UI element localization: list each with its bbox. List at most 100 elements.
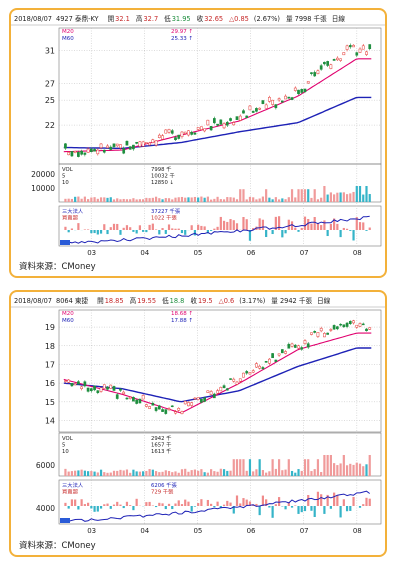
inst-bar — [200, 225, 203, 230]
volume-bar — [229, 197, 232, 202]
inst-bar — [154, 229, 158, 230]
inst-bar — [323, 506, 326, 514]
candle-body — [180, 131, 184, 138]
inst-bar — [119, 230, 122, 235]
x-tick-label: 04 — [140, 249, 149, 257]
header-close-label: 收 — [190, 296, 197, 305]
candle-body — [135, 399, 139, 404]
header-high-value: 32.7 — [143, 15, 158, 23]
volume-bar — [265, 472, 268, 476]
volume-bar — [235, 199, 239, 202]
volume-bar — [242, 189, 245, 202]
inst-bar — [151, 223, 154, 230]
y-tick-label: 22 — [45, 121, 55, 130]
candle-body — [332, 59, 336, 61]
candle-body — [245, 115, 249, 118]
header-volume: 量 7998 千張 — [286, 14, 327, 23]
volume-bar — [222, 199, 226, 202]
inst-bar — [310, 506, 313, 511]
volume-bar — [96, 472, 99, 476]
candle-body — [297, 89, 300, 95]
volume-bar — [300, 470, 303, 476]
candle-body — [193, 132, 197, 135]
header-high-label: 高 — [130, 296, 137, 305]
volume-bar — [216, 471, 219, 476]
inst-bar — [70, 499, 74, 506]
inst-bar — [206, 499, 209, 506]
volume-bar — [164, 470, 167, 476]
volume-bar — [320, 197, 323, 202]
y-tick-label: 18 — [45, 342, 55, 351]
candle-body — [209, 391, 213, 395]
candle-body — [89, 148, 93, 153]
candle-body — [200, 398, 203, 403]
volume-bar — [174, 471, 177, 476]
inst-bar — [248, 501, 252, 506]
inst-bar — [86, 502, 90, 506]
candle-body — [196, 397, 200, 400]
volume-bar — [197, 197, 200, 202]
inst-bar — [106, 230, 109, 235]
candle-body — [319, 65, 323, 70]
volume-bar — [184, 197, 187, 202]
candle-body — [132, 144, 135, 150]
inst-bar — [93, 230, 96, 234]
volume-legend-name: 10 — [62, 180, 69, 186]
inst-bar — [226, 221, 229, 230]
candle-body — [145, 142, 148, 144]
inst-bar — [333, 218, 336, 230]
inst-bar — [109, 506, 112, 509]
volume-bar — [158, 198, 161, 202]
volume-bar — [142, 471, 145, 476]
volume-legend-value: 10032 千 — [151, 172, 176, 180]
inst-bar — [265, 499, 268, 506]
volume-bar — [329, 192, 332, 202]
inst-bar — [229, 219, 232, 230]
ma-legend-value: 25.33 ↑ — [171, 35, 193, 42]
volume-bar — [86, 471, 90, 476]
header-change-pct: (3.17%) — [239, 297, 265, 305]
volume-bar — [158, 472, 161, 476]
volume-bar — [151, 469, 154, 476]
volume-bar — [345, 465, 349, 476]
volume-bar — [67, 471, 70, 476]
inst-bar — [303, 216, 307, 230]
volume-bar — [248, 196, 252, 202]
volume-bar — [323, 455, 326, 476]
inst-bar — [277, 216, 281, 230]
candle-body — [183, 131, 187, 134]
candle-body — [212, 118, 216, 124]
ma-legend-value: 17.88 ↑ — [171, 317, 193, 324]
inst-bar — [300, 227, 303, 230]
candle-body — [287, 96, 291, 99]
volume-bar — [77, 470, 80, 476]
candle-body — [255, 108, 258, 112]
volume-bar — [333, 463, 336, 476]
inst-bar — [99, 506, 103, 509]
volume-bar — [290, 189, 294, 202]
volume-bar — [313, 469, 316, 476]
cmoney-logo-icon — [60, 518, 70, 523]
volume-legend-name: 5 — [62, 443, 65, 449]
inst-bar — [210, 503, 213, 506]
candle-body — [161, 135, 164, 140]
candle-body — [119, 144, 122, 149]
volume-bar — [184, 468, 187, 476]
candle-body — [339, 323, 342, 326]
inst-bar — [200, 499, 203, 506]
inst-bar — [187, 501, 190, 506]
price-panel — [58, 309, 382, 433]
inst-bar — [287, 219, 290, 230]
candle-body — [77, 381, 80, 385]
inst-bar — [109, 227, 112, 230]
candle-body — [264, 360, 268, 363]
candle-body — [277, 353, 281, 356]
volume-bar — [129, 199, 132, 202]
candle-body — [271, 99, 274, 105]
volume-bar — [70, 471, 74, 476]
inst-bar — [235, 223, 239, 230]
candle-body — [225, 388, 229, 391]
inst-bar — [339, 230, 342, 238]
candle-body — [345, 322, 349, 327]
volume-bar — [64, 198, 67, 202]
